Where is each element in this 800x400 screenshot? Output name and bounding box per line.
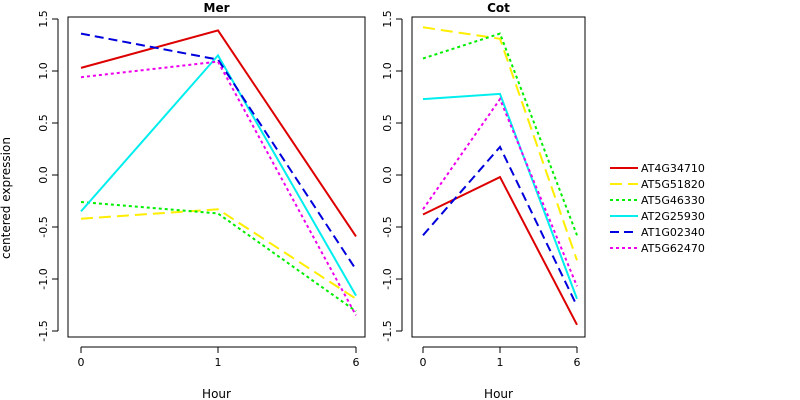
panel-cot: Cot -1.5 -1.0 -0.5 0.0 0.5 1.0 1.5 0 1 6 Hour: [381, 1, 586, 400]
series-line-at5g51820: [422, 26, 578, 261]
x-tick-label: 0: [420, 356, 427, 369]
x-tick-label: 6: [353, 356, 360, 369]
series-line-at4g34710: [422, 175, 578, 326]
x-tick-label: 0: [78, 356, 85, 369]
x-tick-label: 1: [215, 356, 222, 369]
plot-frame: [67, 16, 366, 338]
plot-frame: [411, 16, 586, 338]
x-tick-label: 1: [497, 356, 504, 369]
legend-item: AT5G51820: [610, 178, 705, 191]
y-tick-label: -1.5: [37, 320, 50, 341]
legend-label: AT5G51820: [641, 178, 705, 191]
series-line-at5g46330: [422, 32, 578, 236]
legend: AT4G34710 AT5G51820 AT5G46330 AT2G25930 AT1G…: [610, 162, 705, 255]
legend-label: AT1G02340: [641, 226, 705, 239]
series-line-at4g34710: [80, 29, 357, 237]
legend-item: AT5G62470: [610, 242, 705, 255]
series-line-at5g51820: [80, 208, 357, 300]
y-axis-label: centered expression: [0, 137, 13, 259]
series-line-at1g02340: [422, 145, 578, 307]
series-line-at5g46330: [80, 201, 357, 313]
y-tick-label: -0.5: [37, 216, 50, 237]
y-tick-label: -1.5: [381, 320, 394, 341]
legend-label: AT5G46330: [641, 194, 705, 207]
y-tick-label: -1.0: [37, 268, 50, 289]
y-tick-label: 1.5: [37, 10, 50, 28]
y-tick-label: 0.0: [381, 166, 394, 184]
x-tick-label: 6: [574, 356, 581, 369]
y-tick-label: 0.0: [37, 166, 50, 184]
y-tick-label: 0.5: [381, 114, 394, 132]
y-tick-label: 0.5: [37, 114, 50, 132]
legend-item: AT4G34710: [610, 162, 705, 175]
legend-label: AT4G34710: [641, 162, 705, 175]
x-axis-label: Hour: [484, 387, 513, 400]
legend-item: AT2G25930: [610, 210, 705, 223]
y-tick-label: 1.0: [37, 62, 50, 80]
panel-mer: Mer -1.5 -1.0 -0.5 0.0 0.5 1.0 1.5 0 1 6 Hour: [37, 1, 366, 400]
legend-item: AT5G46330: [610, 194, 705, 207]
legend-label: AT5G62470: [641, 242, 705, 255]
x-axis-label: Hour: [202, 387, 231, 400]
series-line-at5g62470: [80, 60, 357, 316]
y-tick-label: -1.0: [381, 268, 394, 289]
series-line-at2g25930: [80, 53, 357, 297]
legend-item: AT1G02340: [610, 226, 705, 239]
y-tick-label: 1.5: [381, 10, 394, 28]
y-tick-label: 1.0: [381, 62, 394, 80]
series-line-at2g25930: [422, 92, 578, 300]
chart-title: Cot: [487, 1, 510, 15]
y-tick-label: -0.5: [381, 216, 394, 237]
series-line-at5g62470: [422, 97, 578, 287]
series-line-at1g02340: [80, 32, 357, 271]
chart-panels: Mer -1.5 -1.0 -0.5 0.0 0.5 1.0 1.5 0 1 6 Hour Cot -1.…: [37, 1, 586, 400]
chart-title: Mer: [204, 1, 230, 15]
legend-label: AT2G25930: [641, 210, 705, 223]
